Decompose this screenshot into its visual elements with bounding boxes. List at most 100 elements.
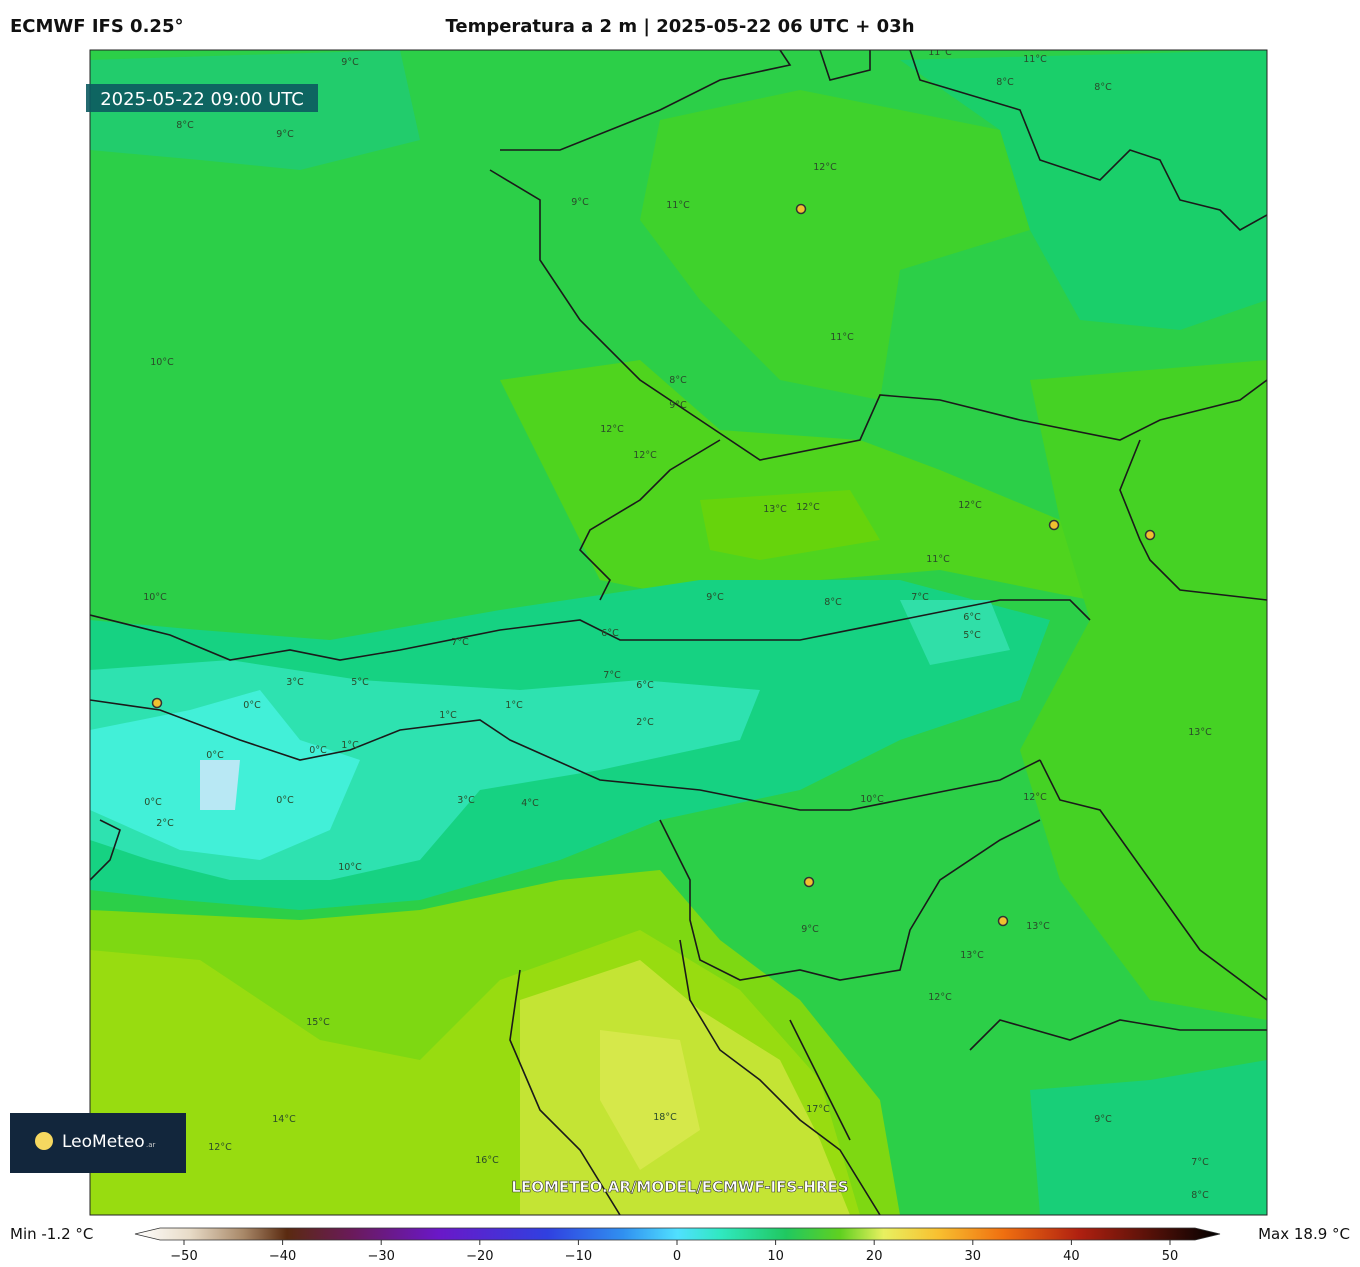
contour-label: 8°C <box>1191 1190 1209 1201</box>
borders <box>90 50 1267 1215</box>
contour-label: 18°C <box>653 1112 677 1123</box>
contour-label: 13°C <box>960 950 984 961</box>
contour-label: 3°C <box>286 677 304 688</box>
map-area: 12°C 11°C 9°C 11°C 8°C 9°C 12°C 12°C 13°C 12°C 12°… <box>90 47 1267 1215</box>
colorbar-tick-label: 0 <box>673 1249 681 1263</box>
contour-label: 8°C <box>669 375 687 386</box>
contour-label: 11°C <box>830 332 854 343</box>
contour-label: 6°C <box>636 680 654 691</box>
valid-time: 2025-05-22 09:00 UTC <box>100 89 304 110</box>
contour-label: 9°C <box>276 129 294 140</box>
logo: LeoMeteo .ar <box>10 1113 186 1173</box>
colorbar-tick-label: −30 <box>367 1249 394 1263</box>
contour-label: 9°C <box>706 592 724 603</box>
contour-label: 9°C <box>801 924 819 935</box>
contour-label: 16°C <box>475 1155 499 1166</box>
contour-label: 12°C <box>1023 792 1047 803</box>
colorbar-tick-label: 30 <box>965 1249 982 1263</box>
contour-label: 0°C <box>243 700 261 711</box>
colorbar-tick-label: −10 <box>565 1249 592 1263</box>
contour-label: 5°C <box>351 677 369 688</box>
contour-label: 8°C <box>824 597 842 608</box>
colorbar-tick-label: 20 <box>866 1249 883 1263</box>
colorbar-tick-label: 10 <box>767 1249 784 1263</box>
max-label: Max 18.9 °C <box>1258 1225 1350 1243</box>
contour-label: 4°C <box>521 798 539 809</box>
contour-label: 14°C <box>272 1114 296 1125</box>
contour-label: 10°C <box>143 592 167 603</box>
colorbar-tick-label: −20 <box>466 1249 493 1263</box>
contour-label: 0°C <box>276 795 294 806</box>
contour-label: 2°C <box>156 818 174 829</box>
contour-label: 3°C <box>457 795 475 806</box>
contour-label: 12°C <box>928 992 952 1003</box>
contour-label: 0°C <box>144 797 162 808</box>
colorbar-tick-label: −40 <box>269 1249 296 1263</box>
field-cold <box>900 600 1010 665</box>
min-label: Min -1.2 °C <box>10 1225 93 1243</box>
contour-label: 8°C <box>1094 82 1112 93</box>
field-warm <box>700 490 880 560</box>
contour-label: 6°C <box>601 628 619 639</box>
city-marker <box>151 697 163 709</box>
logo-sun <box>35 1132 53 1150</box>
contour-label: 13°C <box>1026 921 1050 932</box>
contour-label: 10°C <box>150 357 174 368</box>
contour-label: 7°C <box>1191 1157 1209 1168</box>
contour-label: 1°C <box>505 700 523 711</box>
contour-label: 17°C <box>806 1104 830 1115</box>
contour-label: 0°C <box>206 750 224 761</box>
city-marker <box>803 876 815 888</box>
contour-label: 11°C <box>926 554 950 565</box>
logo-suffix: .ar <box>146 1141 156 1149</box>
contour-label: 7°C <box>911 592 929 603</box>
contour-label: 11°C <box>666 200 690 211</box>
contour-label: 13°C <box>1188 727 1212 738</box>
contour-label: 9°C <box>1094 1114 1112 1125</box>
contour-label: 8°C <box>996 77 1014 88</box>
colorbar-tick-label: −50 <box>170 1249 197 1263</box>
watermark: LEOMETEO.AR/MODEL/ECMWF-IFS-HRES <box>511 1178 848 1196</box>
contour-label: 12°C <box>208 1142 232 1153</box>
contour-label: 12°C <box>958 500 982 511</box>
contour-label: 9°C <box>341 57 359 68</box>
contour-label: 0°C <box>309 745 327 756</box>
contour-label: 12°C <box>813 162 837 173</box>
contour-label: 9°C <box>669 400 687 411</box>
logo-name: LeoMeteo <box>62 1132 145 1152</box>
colorbar <box>134 1227 1221 1241</box>
map-frame <box>89 49 1268 1216</box>
contour-label: 7°C <box>451 637 469 648</box>
colorbar-ticks: −50 −40 −30 −20 −10 0 10 20 30 40 50 <box>170 1240 1179 1264</box>
contour-label: 10°C <box>860 794 884 805</box>
city-marker <box>997 915 1009 927</box>
contour-label: 12°C <box>633 450 657 461</box>
field-warm <box>640 90 1030 400</box>
contour-label: 2°C <box>636 717 654 728</box>
field-warm <box>500 360 1090 600</box>
contour-label: 10°C <box>338 862 362 873</box>
contour-label: 12°C <box>600 424 624 435</box>
contour-label: 8°C <box>176 120 194 131</box>
contour-labels: 12°C 11°C 9°C 11°C 8°C 9°C 12°C 12°C 13°C 12°C 12°… <box>143 47 1212 1201</box>
city-marker <box>1144 529 1156 541</box>
contour-label: 15°C <box>306 1017 330 1028</box>
contour-label: 6°C <box>963 612 981 623</box>
field-hot <box>600 1030 700 1170</box>
contour-label: 11°C <box>1023 54 1047 65</box>
field-cool <box>1030 1060 1267 1215</box>
map-title: Temperatura a 2 m | 2025-05-22 06 UTC + … <box>445 16 914 37</box>
contour-label: 13°C <box>763 504 787 515</box>
contour-label: 9°C <box>571 197 589 208</box>
contour-label: 1°C <box>341 740 359 751</box>
time-badge <box>86 84 318 112</box>
contour-label: 11°C <box>928 47 952 58</box>
contour-label: 5°C <box>963 630 981 641</box>
colorbar-tick-label: 50 <box>1162 1249 1179 1263</box>
city-marker <box>1048 519 1060 531</box>
contour-label: 7°C <box>603 670 621 681</box>
city-marker <box>795 203 807 215</box>
colorbar-tick-label: 40 <box>1063 1249 1080 1263</box>
